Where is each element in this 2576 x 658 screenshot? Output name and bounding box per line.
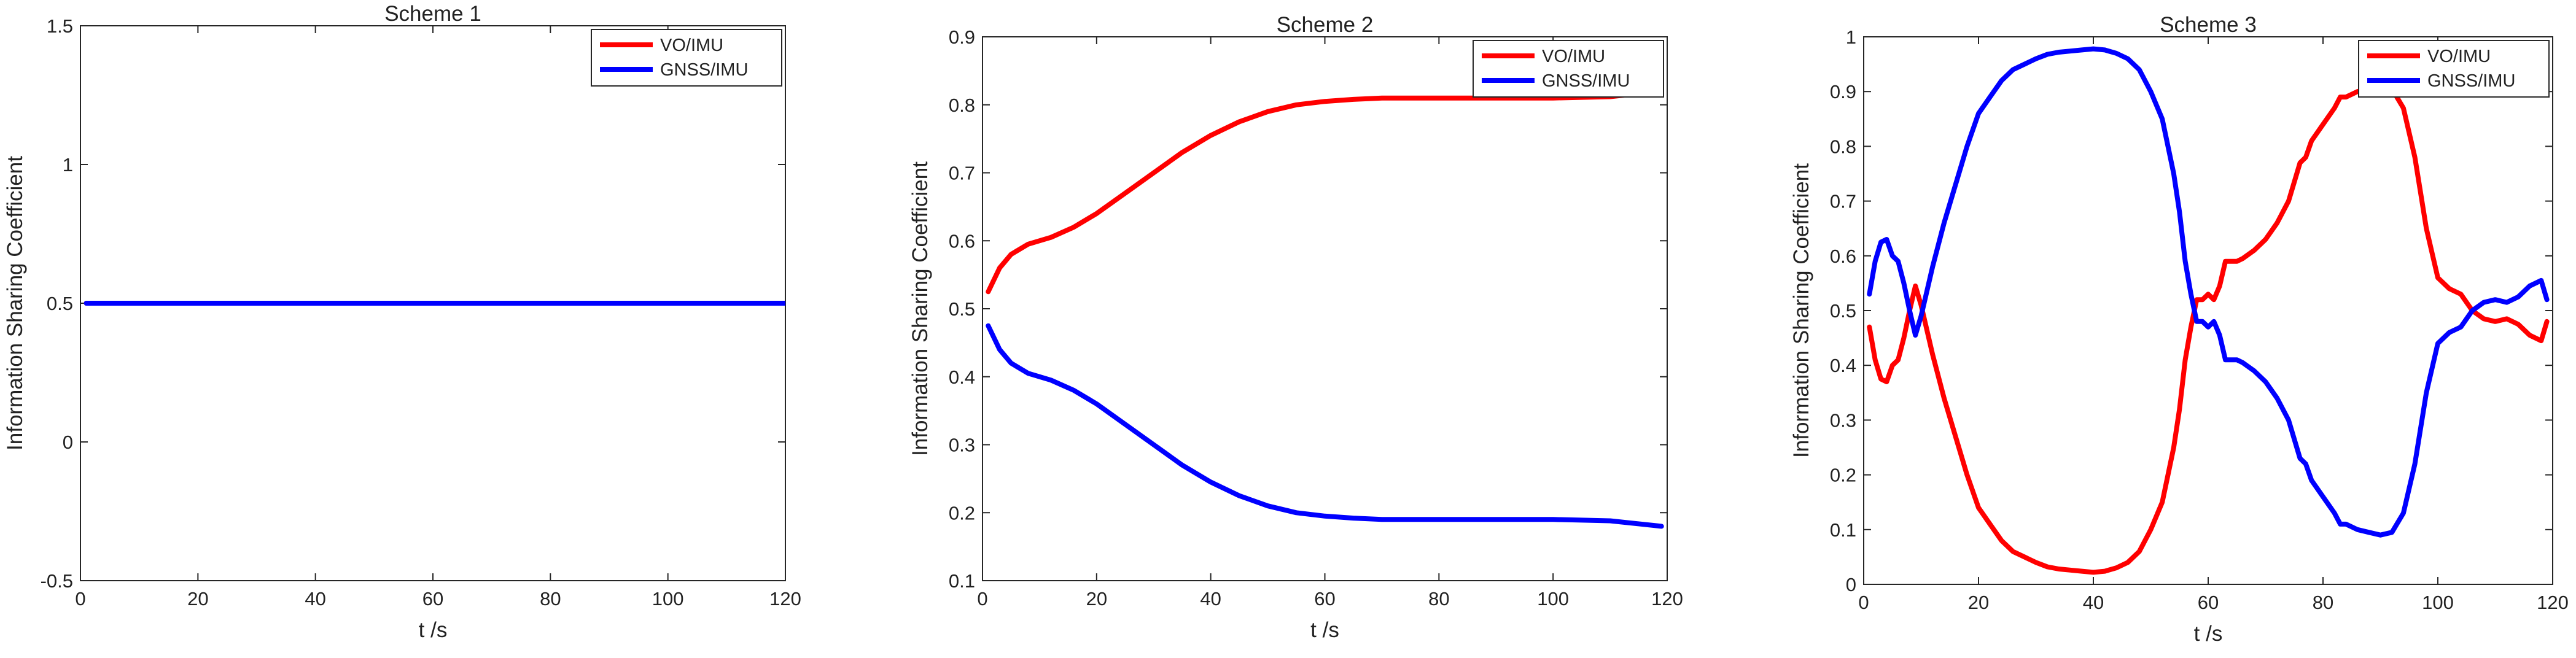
series-line-vo-imu <box>986 88 1664 295</box>
y-tick-label: 1 <box>1846 26 1856 48</box>
x-tick-label: 60 <box>2198 592 2219 613</box>
y-tick-label: 0 <box>63 432 73 453</box>
y-axis-label: Information Sharing Coefficient <box>3 156 27 451</box>
y-tick-label: 0.9 <box>1830 81 1856 103</box>
y-axis-label: Information Sharing Coefficient <box>1789 163 1813 458</box>
y-tick-label: 0.4 <box>949 366 975 388</box>
x-tick-label: 80 <box>540 588 561 610</box>
y-tick-label: 0.7 <box>1830 191 1856 212</box>
y-tick-label: 0 <box>1846 574 1856 595</box>
y-tick-label: 0.5 <box>47 293 73 314</box>
x-tick-label: 120 <box>2537 592 2569 613</box>
x-tick-label: 80 <box>2313 592 2333 613</box>
x-tick-label: 60 <box>1314 588 1335 610</box>
legend-box <box>1473 40 1664 98</box>
y-tick-label: 0.8 <box>949 95 975 116</box>
scheme-1-chart: Scheme 10 20 40 60 80 100 120-0.500.511.5t /sI… <box>3 2 801 642</box>
y-tick-label: 0.6 <box>1830 246 1856 267</box>
y-tick-label: 0.5 <box>949 298 975 320</box>
y-tick-label: 0.8 <box>1830 136 1856 157</box>
legend-box <box>591 29 782 87</box>
y-axis-label: Information Sharing Coefficient <box>908 161 932 456</box>
plot-area <box>1863 36 2553 585</box>
x-tick-label: 40 <box>305 588 325 610</box>
x-tick-label: 100 <box>2422 592 2454 613</box>
y-tick-label: 0.6 <box>949 230 975 252</box>
y-tick-label: 0.1 <box>1830 519 1856 541</box>
legend-label-gnss-imu: GNSS/IMU <box>660 60 748 80</box>
x-tick-label: 0 <box>977 588 987 610</box>
y-tick-label: 0.7 <box>949 163 975 184</box>
y-tick-label: 0.2 <box>949 502 975 524</box>
legend-label-vo-imu: VO/IMU <box>660 36 723 55</box>
plot-area <box>982 36 1668 581</box>
y-tick-label: 0.5 <box>1830 300 1856 322</box>
x-tick-label: 120 <box>769 588 801 610</box>
y-tick-label: -0.5 <box>41 570 73 592</box>
scheme-2-chart: Scheme 2 0 20 40 60 80 100 120 0.1 0.2 0.3 0.4 0.5 0.… <box>908 13 1683 642</box>
legend-box <box>2358 40 2550 98</box>
x-axis-label: t /s <box>419 618 448 642</box>
chart-title: Scheme 3 <box>2160 13 2257 37</box>
legend-label-vo-imu: VO/IMU <box>1542 47 1605 66</box>
x-tick-label: 0 <box>75 588 85 610</box>
y-tick-label: 0.1 <box>949 570 975 592</box>
x-tick-label: 80 <box>1428 588 1449 610</box>
y-tick-label: 0.2 <box>1830 465 1856 486</box>
series-line-gnss-imu <box>986 323 1664 529</box>
y-tick-label: 0.4 <box>1830 355 1856 376</box>
x-tick-label: 100 <box>1537 588 1569 610</box>
x-axis-label: t /s <box>1310 618 1339 642</box>
x-tick-label: 120 <box>1651 588 1683 610</box>
scheme-3-chart: Scheme 3 0 20 40 60 80 100 120 0 0.1 0.2 0.3 0.4 0.5 0… <box>1789 13 2569 646</box>
x-tick-label: 100 <box>652 588 684 610</box>
y-tick-label: 0.3 <box>949 435 975 456</box>
x-tick-label: 40 <box>2083 592 2104 613</box>
y-tick-label: 1 <box>63 154 73 176</box>
y-tick-label: 0.3 <box>1830 409 1856 431</box>
legend-label-gnss-imu: GNSS/IMU <box>1542 71 1630 91</box>
series-line-gnss-imu <box>1867 46 2550 538</box>
y-tick-label: 1.5 <box>47 15 73 37</box>
legend-label-gnss-imu: GNSS/IMU <box>2427 71 2515 91</box>
x-tick-label: 20 <box>1086 588 1107 610</box>
chart-title: Scheme 1 <box>384 2 481 26</box>
x-axis-label: t /s <box>2194 622 2223 646</box>
series-line-vo-imu <box>1867 83 2550 575</box>
x-tick-label: 20 <box>1968 592 1989 613</box>
chart-title: Scheme 2 <box>1277 13 1374 37</box>
legend-label-vo-imu: VO/IMU <box>2427 47 2491 66</box>
x-tick-label: 20 <box>187 588 208 610</box>
x-tick-label: 0 <box>1858 592 1869 613</box>
y-tick-label: 0.9 <box>949 26 975 48</box>
x-tick-label: 40 <box>1200 588 1221 610</box>
x-tick-label: 60 <box>422 588 443 610</box>
